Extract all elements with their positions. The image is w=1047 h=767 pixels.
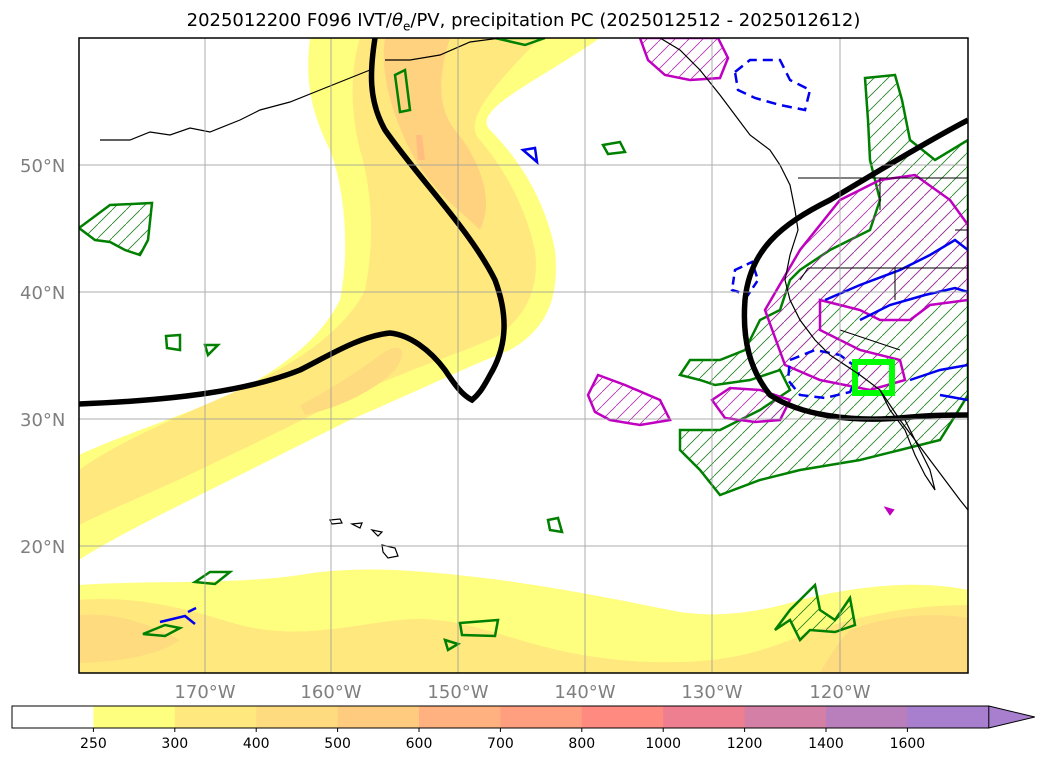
- lon-label-130w: 130°W: [681, 682, 742, 703]
- colorbar-label-1200: 1200: [727, 736, 763, 752]
- precip-contour-small-6: [546, 516, 564, 534]
- lat-label-40: 40°N: [20, 283, 65, 304]
- graticule: [79, 38, 968, 673]
- colorbar-segment-10: [826, 706, 908, 728]
- lat-label-30: 30°N: [20, 410, 65, 431]
- theta-e-contour-east: [741, 117, 968, 422]
- pv-contour-dashed-small: [730, 260, 760, 297]
- lon-label-160w: 160°W: [300, 682, 361, 703]
- precip-contour-small-10: [142, 623, 184, 638]
- lon-label-120w: 120°W: [809, 682, 870, 703]
- coastline-bc: [659, 38, 968, 511]
- colorbar-label-500: 500: [324, 736, 351, 752]
- colorbar-segment-7: [581, 706, 664, 728]
- title-theta: θ: [391, 10, 403, 31]
- precip-contour-small-8: [443, 638, 462, 652]
- colorbar-segment-1: [93, 706, 176, 728]
- colorbar-segment-6: [500, 706, 583, 728]
- colorbar-segment-3: [256, 706, 339, 728]
- colorbar-extend-arrow: [988, 705, 1035, 729]
- colorbar-label-700: 700: [487, 736, 514, 752]
- state-borders: [798, 177, 968, 351]
- precip-neg-contour-dot: [883, 506, 895, 516]
- title-suffix: /PV, precipitation PC (2025012512 - 2025…: [410, 10, 861, 31]
- title-prefix: 2025012200 F096 IVT/: [186, 10, 392, 31]
- hawaii-islands: [329, 518, 399, 559]
- colorbar-label-600: 600: [406, 736, 433, 752]
- precip-contour-small-5: [458, 618, 500, 638]
- precip-contour-small-2: [164, 333, 182, 352]
- ivt-plume-max: [416, 135, 425, 160]
- precip-contour-small-3: [203, 343, 222, 358]
- highlight-box: [852, 359, 895, 396]
- colorbar-label-300: 300: [161, 736, 188, 752]
- lon-label-140w: 140°W: [554, 682, 615, 703]
- lat-label-50: 50°N: [20, 156, 65, 177]
- lon-label-170w: 170°W: [174, 682, 235, 703]
- precip-contour-west: [79, 201, 154, 257]
- precip-contour-small-7: [601, 140, 627, 156]
- theta-e-contour-west: [79, 38, 507, 407]
- ivt-band-300: [79, 599, 968, 673]
- pv-contour-solid-nw: [520, 146, 539, 166]
- map-frame: [78, 37, 969, 674]
- pv-contour-dashed-mid: [786, 348, 862, 400]
- coastline-alaska: [100, 38, 501, 141]
- title-theta-subscript: e: [403, 19, 411, 34]
- precip-neg-contour-north: [638, 38, 730, 82]
- precip-contour-south: [774, 582, 857, 643]
- lat-label-20: 20°N: [20, 537, 65, 558]
- colorbar-label-800: 800: [568, 736, 595, 752]
- colorbar-segment-4: [337, 706, 420, 728]
- pv-contour-solid-east: [824, 238, 968, 402]
- map-layers: [79, 38, 968, 673]
- colorbar-segment-8: [663, 706, 746, 728]
- coastline-baja: [879, 389, 936, 491]
- colorbar-label-250: 250: [80, 736, 107, 752]
- colorbar: 250 300 400 500 600 700 800 1000 1200 1400 1600: [11, 705, 1035, 752]
- ivt-band-400: [79, 614, 968, 673]
- pv-contour-solid-sw: [159, 606, 197, 625]
- colorbar-label-1600: 1600: [890, 736, 926, 752]
- colorbar-segment-9: [744, 706, 827, 728]
- ivt-plume-core: [383, 38, 486, 230]
- colorbar-segment-11: [907, 706, 990, 728]
- colorbar-segment-2: [174, 706, 257, 728]
- lon-label-150w: 150°W: [427, 682, 488, 703]
- precip-neg-contour-sw: [586, 373, 672, 427]
- pv-contour-dashed-north: [733, 58, 812, 112]
- colorbar-label-400: 400: [243, 736, 270, 752]
- ivt-plume-400: [300, 347, 403, 415]
- colorbar-segment-0: [12, 706, 94, 728]
- precip-contour-small-9: [494, 38, 546, 47]
- precip-contour-small-1: [393, 68, 412, 114]
- colorbar-segment-5: [419, 706, 501, 728]
- colorbar-label-1400: 1400: [808, 736, 844, 752]
- colorbar-label-1000: 1000: [645, 736, 681, 752]
- map-title: 2025012200 F096 IVT/θe/PV, precipitation…: [0, 10, 1047, 34]
